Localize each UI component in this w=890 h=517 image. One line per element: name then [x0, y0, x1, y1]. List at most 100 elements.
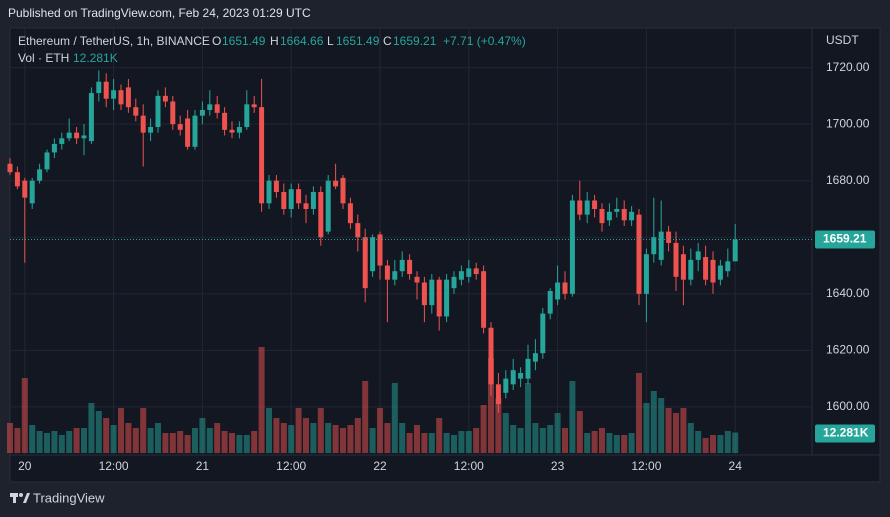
candle-body: [695, 251, 701, 260]
symbol: Ethereum / TetherUS, 1h, BINANCE: [18, 34, 210, 48]
volume-bar: [724, 431, 731, 453]
volume-bar: [280, 423, 287, 453]
candle-body: [362, 237, 368, 289]
candle-body: [74, 132, 80, 139]
candle-body: [66, 132, 72, 139]
volume-bar: [710, 435, 716, 453]
volume-bar: [199, 418, 206, 453]
volume-bar: [221, 431, 228, 453]
candle-body: [518, 372, 524, 379]
volume-bar: [273, 418, 280, 453]
volume-bar: [495, 398, 502, 453]
volume-bar: [384, 423, 391, 453]
volume-bar: [332, 425, 339, 453]
volume-bar: [399, 423, 406, 453]
volume-bar: [258, 347, 265, 453]
volume-tag-label: 12.281K: [823, 426, 869, 440]
candle-body: [421, 282, 427, 306]
candle-body: [525, 358, 531, 379]
candle-body: [562, 282, 568, 294]
volume-bar: [621, 435, 628, 453]
volume-bar: [717, 435, 724, 453]
volume-bar: [517, 428, 524, 453]
volume-bar: [443, 433, 450, 453]
last-price-tag: [815, 230, 875, 249]
volume-bar: [465, 431, 472, 453]
candle-body: [340, 177, 346, 204]
volume-bar: [214, 423, 221, 453]
y-tick-label: 1680.00: [826, 173, 870, 187]
brand-logo: [10, 493, 30, 503]
candle-body: [192, 115, 198, 147]
candle-body: [606, 211, 612, 221]
candle-body: [680, 254, 686, 280]
candle-body: [458, 271, 464, 280]
low-prefix: L: [327, 34, 334, 48]
volume-bar: [391, 383, 398, 453]
candle-body: [303, 203, 309, 209]
volume-bar: [687, 423, 694, 453]
open-prefix: O: [212, 34, 221, 48]
candle-body: [392, 271, 398, 280]
volume-bar: [325, 423, 332, 453]
volume-bar: [525, 383, 531, 453]
volume-bar: [406, 433, 413, 453]
change: +7.71 (+0.47%): [443, 34, 526, 48]
volume-value: 12.281K: [73, 51, 118, 65]
candle-body: [81, 135, 87, 139]
candle-body: [643, 254, 649, 294]
candle-body: [636, 214, 642, 294]
high-value: 1664.66: [280, 34, 324, 48]
x-tick-label: 12:00: [454, 459, 484, 473]
candle-body: [407, 259, 413, 275]
candle-body: [599, 208, 605, 224]
volume-bar: [229, 433, 235, 453]
volume-bar: [665, 408, 672, 453]
volume-tag: [815, 424, 875, 443]
volume-bar: [473, 428, 480, 453]
volume-bar: [303, 418, 309, 453]
volume-bar: [7, 423, 13, 453]
volume-bar: [14, 428, 21, 453]
volume-bar: [251, 431, 258, 453]
volume-bar: [58, 435, 65, 453]
candle-body: [584, 200, 590, 215]
volume-bar: [369, 428, 376, 453]
volume-bar: [554, 413, 561, 453]
volume-bar: [36, 431, 43, 453]
volume-bar: [340, 428, 346, 453]
last-price-label: 1659.21: [823, 232, 867, 246]
candle-body: [370, 237, 376, 272]
candle-body: [118, 90, 124, 105]
candle-body: [399, 259, 405, 272]
candle-body: [688, 259, 694, 280]
volume-bar: [628, 433, 635, 453]
candles: [7, 70, 738, 413]
candle-body: [266, 180, 272, 204]
volume-bar: [539, 428, 546, 453]
candle-body: [384, 265, 390, 280]
x-tick-label: 12:00: [99, 459, 129, 473]
volume-bar: [362, 381, 369, 453]
volume-bar: [599, 428, 605, 453]
volume-bar: [613, 435, 620, 453]
candle-body: [355, 223, 361, 238]
candle-body: [658, 231, 664, 260]
volume-bar: [132, 428, 139, 453]
volume-bar: [576, 411, 583, 453]
volume-bar: [243, 435, 250, 453]
candle-body: [22, 180, 28, 198]
volume-bar: [488, 358, 494, 453]
published-note: Published on TradingView.com, Feb 24, 20…: [8, 6, 311, 20]
volume-bar: [458, 431, 465, 453]
candle-body: [207, 104, 213, 111]
volume-bar: [88, 403, 95, 453]
volume-bar: [421, 433, 428, 453]
volume-bar: [702, 438, 709, 453]
candle-body: [88, 93, 94, 142]
candle-body: [703, 257, 709, 280]
volume-bar: [562, 428, 568, 453]
y-tick-label: 1600.00: [826, 399, 870, 413]
